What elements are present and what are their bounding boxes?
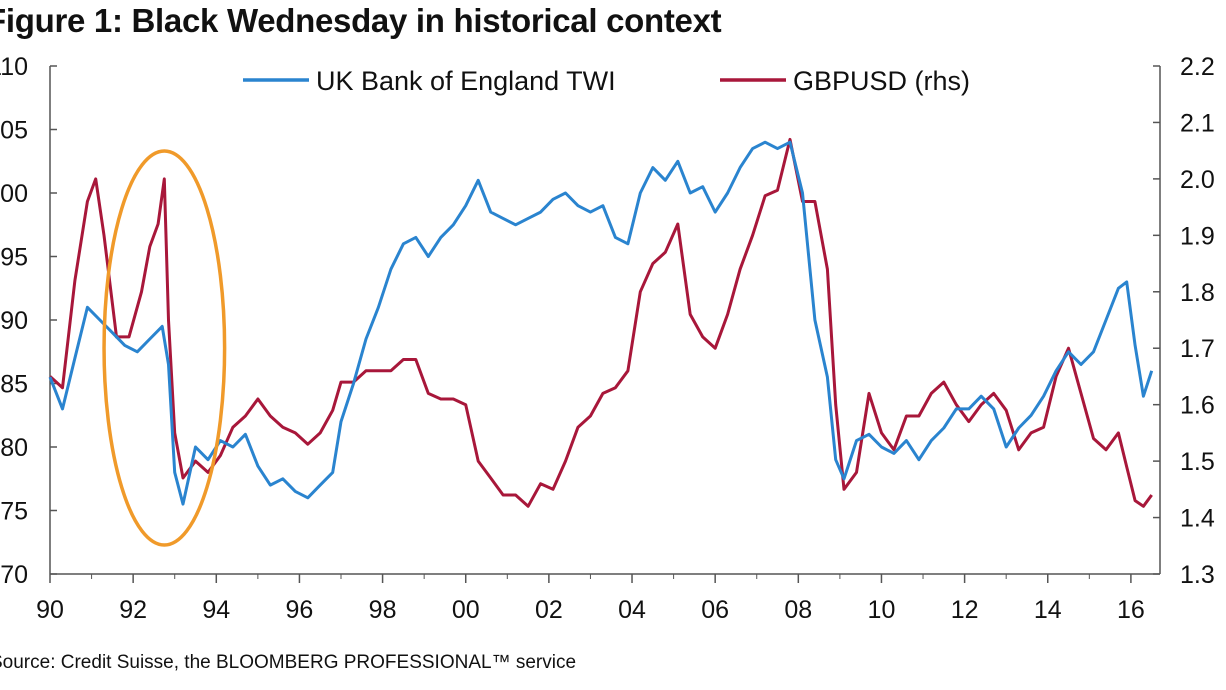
left-tick-label: 90 [0, 307, 28, 335]
left-tick-label: 70 [0, 561, 28, 589]
series-line-gbpusd [48, 137, 1153, 508]
x-tick-label: 08 [784, 596, 812, 624]
right-tick-label: 1.6 [1180, 392, 1215, 420]
left-tick-label: 110 [0, 53, 28, 81]
x-tick-label: 10 [868, 596, 896, 624]
right-tick-label: 2.2 [1180, 53, 1215, 81]
x-tick-label: 04 [618, 596, 646, 624]
right-tick-label: 2.0 [1180, 166, 1215, 194]
legend-label: UK Bank of England TWI [316, 66, 616, 96]
chart-title: Figure 1: Black Wednesday in historical … [0, 2, 722, 39]
x-tick-label: 16 [1117, 596, 1145, 624]
x-tick-label: 96 [286, 596, 314, 624]
series-layer [48, 137, 1154, 508]
right-tick-label: 1.4 [1180, 505, 1215, 533]
x-tick-label: 98 [369, 596, 397, 624]
right-tick-label: 1.9 [1180, 222, 1215, 250]
left-tick-label: 100 [0, 180, 28, 208]
series-line-twi [48, 140, 1154, 506]
left-tick-label: 85 [0, 371, 28, 399]
x-tick-label: 14 [1034, 596, 1062, 624]
left-tick-label: 105 [0, 117, 28, 145]
right-tick-label: 2.1 [1180, 109, 1215, 137]
left-tick-label: 95 [0, 244, 28, 272]
chart-source: Source: Credit Suisse, the BLOOMBERG PRO… [0, 652, 577, 673]
left-tick-label: 75 [0, 498, 28, 526]
highlight-ellipse [102, 149, 227, 547]
x-tick-label: 06 [701, 596, 729, 624]
tick-labels: 110 105 100 95 90 85 80 75 70 2.2 2.1 2.0 1.9 1.8 1.7 1… [0, 53, 1215, 624]
left-tick-label: 80 [0, 434, 28, 462]
right-tick-label: 1.3 [1180, 561, 1215, 589]
legend-label: GBPUSD (rhs) [793, 66, 970, 96]
right-tick-label: 1.7 [1180, 335, 1215, 363]
x-tick-label: 00 [452, 596, 480, 624]
annotation-layer [102, 149, 227, 547]
right-tick-label: 1.5 [1180, 448, 1215, 476]
x-tick-label: 94 [202, 596, 230, 624]
x-tick-label: 12 [951, 596, 979, 624]
x-tick-label: 92 [119, 596, 147, 624]
right-tick-label: 1.8 [1180, 279, 1215, 307]
x-tick-label: 90 [36, 596, 64, 624]
axes [49, 65, 1161, 583]
x-tick-label: 02 [535, 596, 563, 624]
legend: UK Bank of England TWI GBPUSD (rhs) [243, 66, 970, 96]
